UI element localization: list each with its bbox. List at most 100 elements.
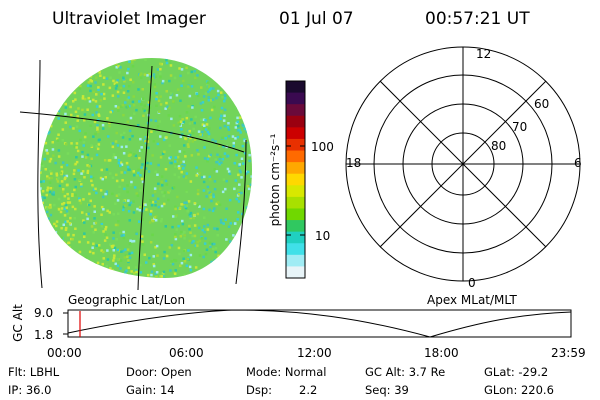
disk-pixel	[246, 216, 250, 219]
disk-pixel	[178, 252, 181, 256]
disk-pixel	[86, 217, 89, 221]
disk-pixel	[138, 263, 142, 267]
disk-pixel	[131, 65, 135, 68]
disk-pixel	[160, 273, 164, 277]
disk-pixel	[135, 269, 138, 272]
disk-pixel	[156, 173, 159, 176]
disk-pixel	[118, 231, 122, 235]
disk-pixel	[60, 236, 64, 240]
disk-pixel	[123, 58, 127, 60]
disk-pixel	[57, 117, 60, 120]
disk-pixel	[88, 100, 92, 103]
disk-pixel	[178, 114, 182, 118]
disk-pixel	[246, 263, 250, 266]
disk-pixel	[206, 273, 210, 276]
disk-pixel	[196, 204, 199, 207]
disk-pixel	[236, 116, 239, 120]
disk-pixel	[237, 124, 240, 128]
disk-pixel	[225, 256, 228, 259]
disk-pixel	[109, 172, 112, 175]
disk-pixel	[198, 226, 201, 230]
disk-pixel	[192, 58, 195, 61]
disk-pixel	[241, 212, 244, 216]
disk-pixel	[185, 116, 189, 120]
disk-pixel	[66, 152, 70, 155]
disk-pixel	[201, 101, 205, 104]
latitude-line	[19, 111, 245, 153]
colorbar-cell	[286, 208, 305, 221]
status-filter: Flt: LBHL	[8, 365, 60, 379]
disk-pixel	[77, 66, 80, 69]
disk-pixel	[50, 87, 54, 90]
disk-pixel	[60, 170, 64, 173]
disk-pixel	[50, 176, 53, 180]
disk-pixel	[48, 160, 52, 163]
disk-pixel	[41, 199, 44, 202]
disk-pixel	[215, 170, 219, 173]
disk-pixel	[131, 80, 135, 84]
status-mode: Mode: Normal	[246, 365, 327, 379]
disk-pixel	[41, 190, 45, 193]
disk-pixel	[44, 90, 47, 93]
disk-pixel	[80, 183, 83, 186]
disk-pixel	[129, 151, 132, 155]
disk-pixel	[106, 249, 109, 252]
disk-pixel	[149, 199, 152, 202]
disk-pixel	[99, 176, 103, 180]
disk-pixel	[232, 74, 235, 77]
disk-pixel	[136, 207, 139, 211]
disk-pixel	[175, 94, 179, 97]
disk-pixel	[121, 103, 125, 107]
disk-pixel	[193, 121, 196, 125]
disk-pixel	[237, 173, 240, 177]
disk-pixel	[129, 153, 132, 156]
disk-pixel	[207, 85, 211, 88]
disk-pixel	[45, 149, 49, 152]
disk-pixel	[250, 175, 252, 178]
disk-pixel	[80, 59, 83, 62]
disk-pixel	[40, 114, 43, 118]
disk-pixel	[137, 171, 140, 175]
disk-pixel	[67, 233, 70, 236]
disk-pixel	[179, 120, 183, 123]
disk-pixel	[100, 249, 103, 252]
disk-pixel	[169, 156, 172, 159]
disk-pixel	[66, 248, 70, 251]
disk-pixel	[240, 176, 243, 179]
disk-pixel	[196, 244, 199, 247]
disk-pixel	[174, 156, 178, 159]
disk-pixel	[75, 266, 78, 269]
disk-pixel	[159, 75, 162, 79]
disk-pixel	[87, 96, 90, 100]
disk-pixel	[241, 88, 245, 92]
disk-pixel	[163, 150, 166, 154]
disk-pixel	[206, 223, 210, 227]
disk-pixel	[137, 168, 140, 171]
disk-pixel	[253, 81, 256, 84]
disk-pixel	[45, 193, 48, 197]
disk-pixel	[128, 138, 132, 141]
disk-pixel	[144, 203, 147, 206]
disk-pixel	[254, 115, 257, 118]
disk-pixel	[148, 80, 151, 84]
observation-date: 01 Jul 07	[279, 9, 354, 29]
disk-pixel	[82, 198, 85, 201]
disk-pixel	[154, 170, 157, 174]
disk-pixel	[227, 259, 230, 262]
disk-pixel	[147, 103, 150, 106]
disk-pixel	[111, 192, 114, 196]
disk-pixel	[224, 63, 227, 66]
disk-pixel	[167, 114, 170, 117]
disk-pixel	[189, 253, 193, 257]
disk-pixel	[196, 149, 199, 152]
disk-pixel	[115, 173, 118, 177]
disk-pixel	[145, 208, 148, 211]
mlat-label-80: 80	[491, 139, 507, 153]
disk-pixel	[63, 256, 66, 259]
disk-pixel	[64, 267, 67, 270]
disk-pixel	[225, 62, 228, 66]
disk-pixel	[249, 233, 252, 237]
disk-pixel	[161, 184, 164, 187]
disk-pixel	[173, 173, 177, 176]
disk-pixel	[156, 142, 160, 146]
